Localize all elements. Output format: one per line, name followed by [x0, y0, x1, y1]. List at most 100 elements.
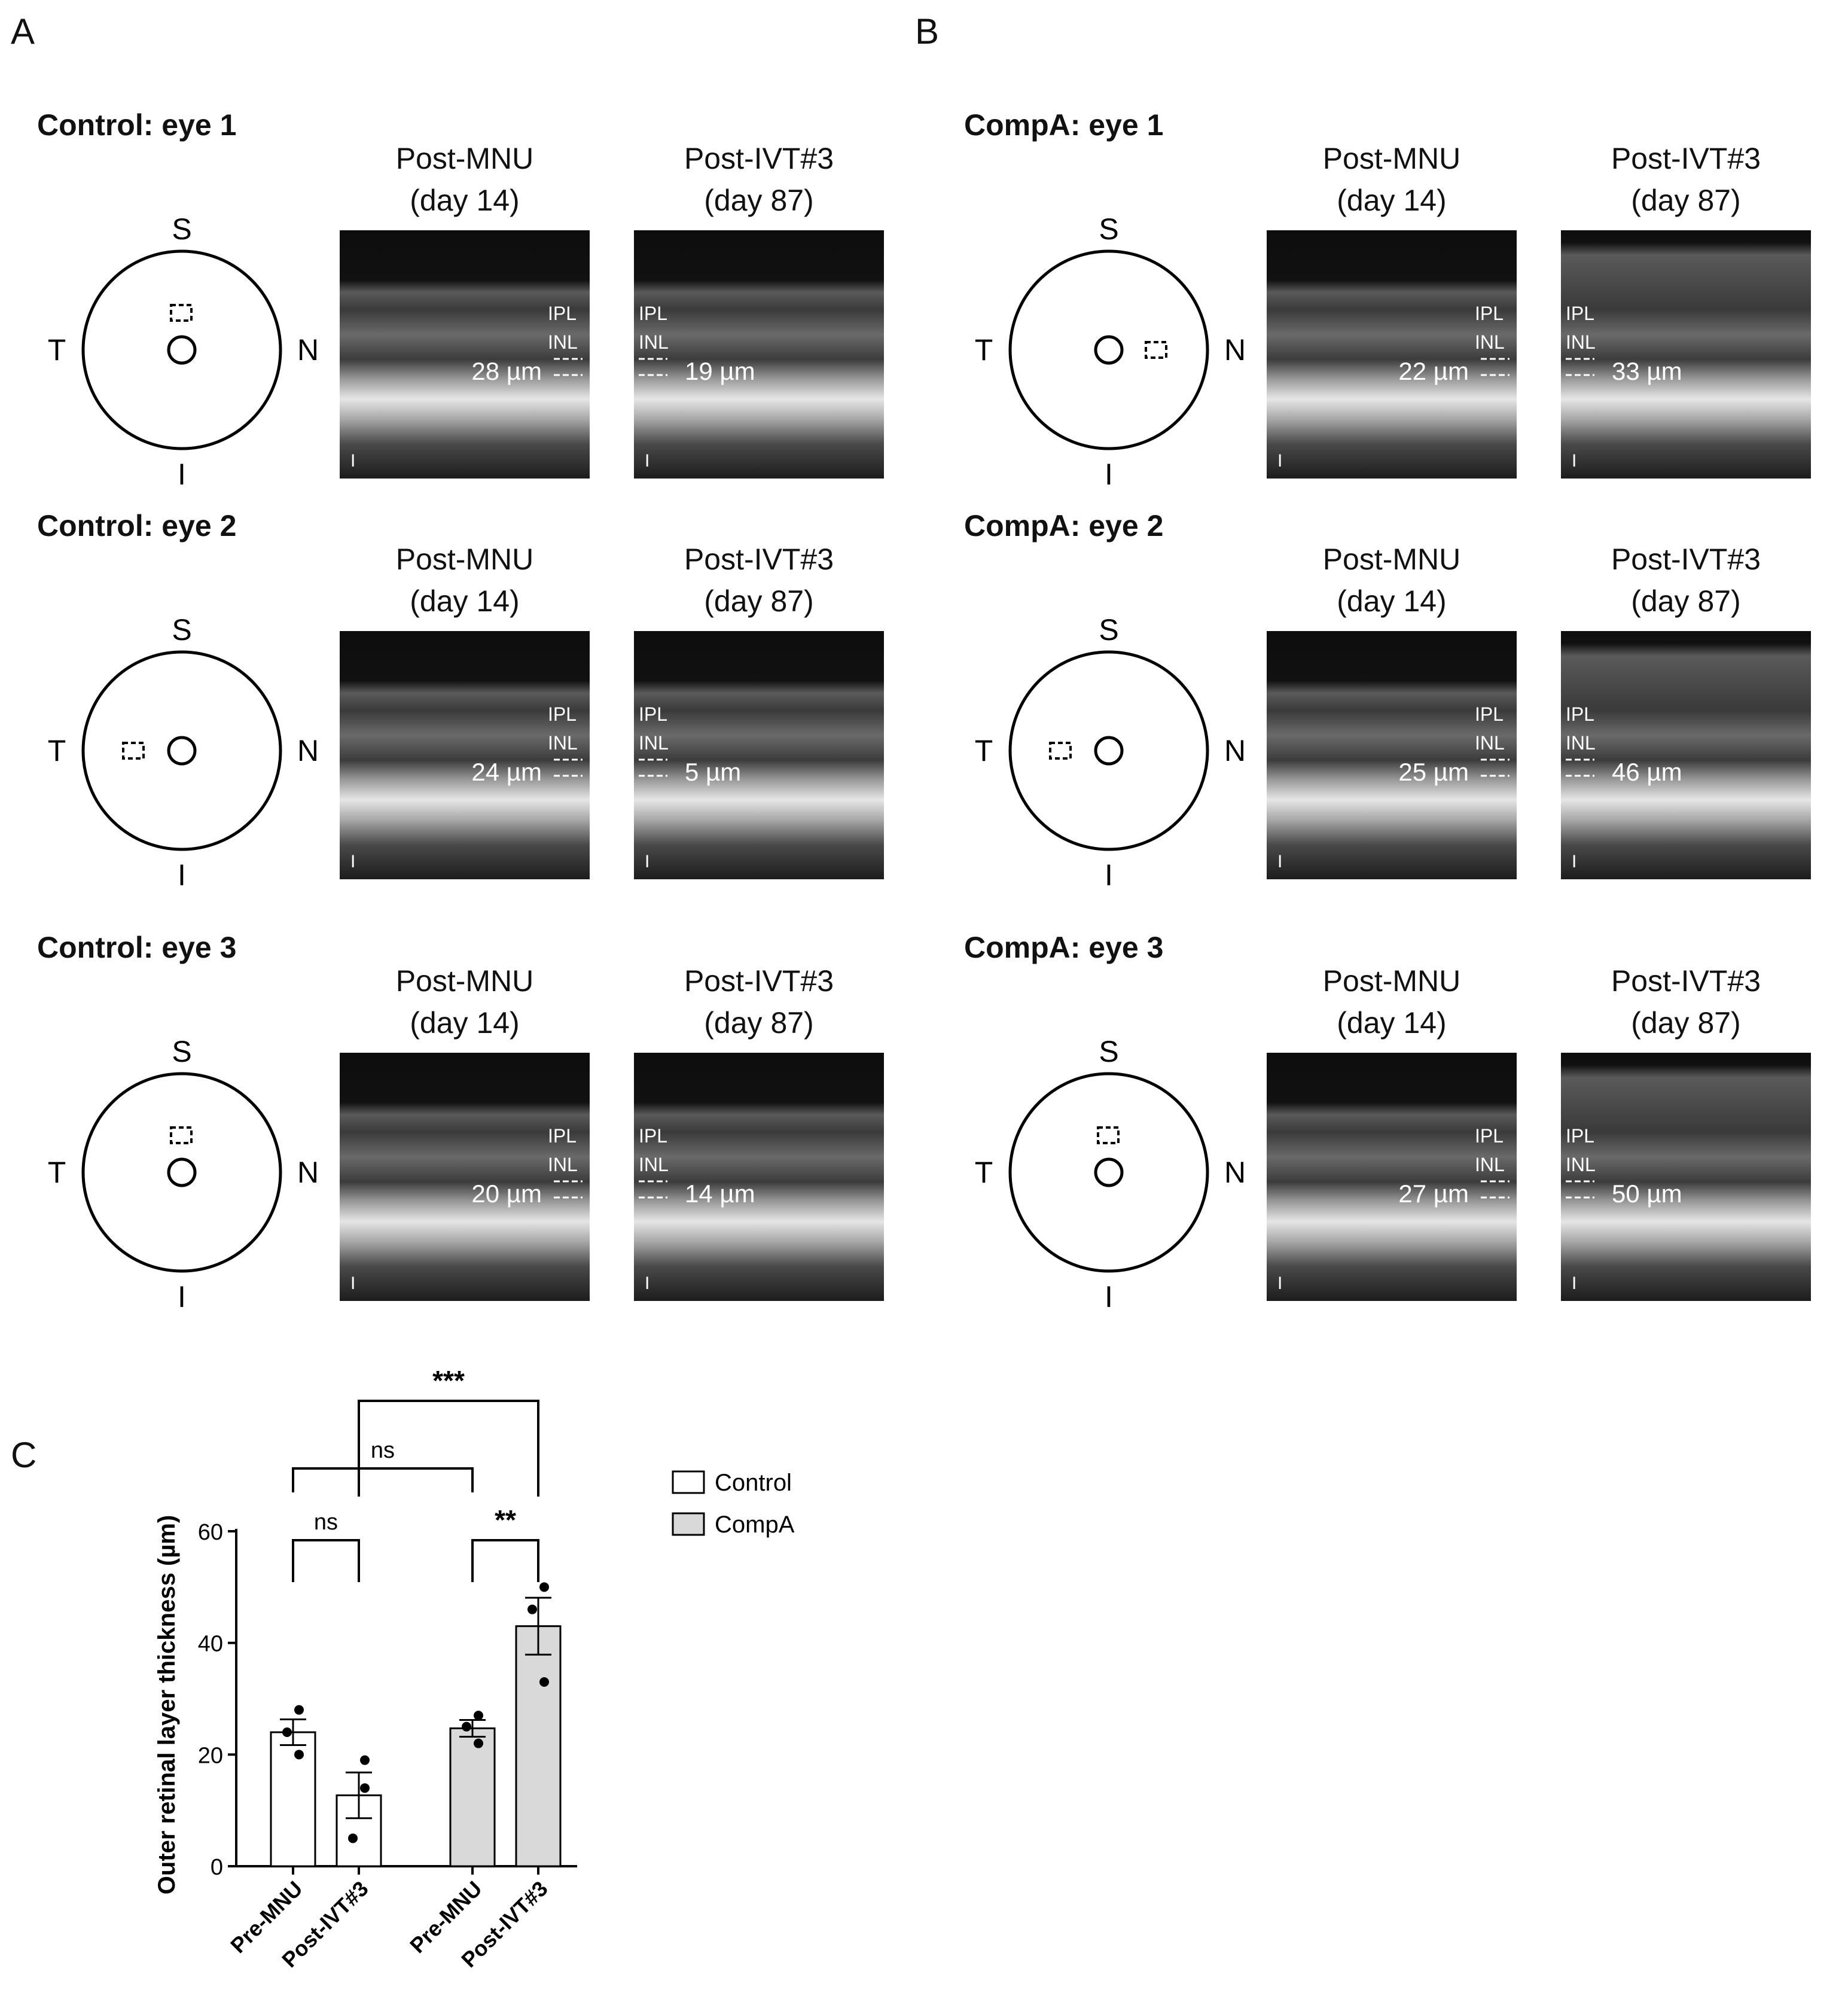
eye-outline — [1008, 650, 1209, 851]
eye-outline — [1008, 249, 1209, 450]
fundus-orientation-diagram: S T N I — [975, 613, 1246, 892]
significance-label: ns — [371, 1438, 395, 1463]
ipl-label: IPL — [548, 703, 577, 725]
optic-disc — [167, 335, 197, 365]
data-point — [539, 1582, 549, 1592]
inl-label: INL — [1475, 1154, 1505, 1175]
scan-title-line1: Post-IVT#3 — [684, 543, 834, 576]
orientation-label-superior: S — [172, 212, 191, 246]
scale-bar: I — [645, 852, 649, 872]
thickness-label: 5 µm — [685, 758, 741, 786]
fundus-orientation-diagram: S T N I — [975, 1035, 1246, 1314]
scan-title: Post-MNU (day 14) — [340, 138, 590, 221]
oct-layers — [340, 1053, 590, 1301]
y-tick-label: 60 — [198, 1520, 223, 1545]
optic-disc — [1094, 1157, 1124, 1187]
scan-title-line2: (day 87) — [704, 584, 814, 618]
scan-title-line1: Post-MNU — [395, 964, 534, 998]
orientation-label-temporal: T — [48, 734, 66, 767]
data-point — [360, 1755, 370, 1765]
eye-outline — [81, 650, 282, 851]
scan-location-box — [122, 742, 145, 760]
scale-bar: I — [1572, 1273, 1576, 1293]
scan-title-line2: (day 87) — [704, 184, 814, 217]
ipl-label: IPL — [1475, 303, 1504, 324]
scan-title-line2: (day 87) — [1631, 184, 1741, 217]
orientation-label-nasal: N — [1224, 1156, 1246, 1189]
ipl-label: IPL — [1566, 1125, 1594, 1147]
oct-layers — [634, 631, 884, 879]
orientation-label-temporal: T — [48, 333, 66, 367]
data-point — [474, 1738, 483, 1748]
ipl-label: IPL — [548, 303, 577, 324]
oct-scan-image: IPL INL 20 µm I — [340, 1053, 590, 1301]
oct-layers — [634, 1053, 884, 1301]
orientation-label-nasal: N — [1224, 734, 1246, 767]
bar — [449, 1727, 496, 1867]
scale-bar: I — [1277, 451, 1282, 471]
scan-location-box — [1145, 341, 1167, 359]
ipl-label: IPL — [639, 703, 667, 725]
oct-layers — [340, 631, 590, 879]
scale-bar: I — [350, 1273, 355, 1293]
eye-title: CompA: eye 3 — [964, 931, 1164, 964]
oct-layers — [634, 230, 884, 479]
optic-disc — [167, 736, 197, 766]
oct-scan-image: IPL INL 22 µm I — [1267, 230, 1517, 479]
panel-label-b: B — [915, 11, 940, 51]
orientation-label-inferior: I — [178, 1280, 186, 1314]
eye-title: CompA: eye 1 — [964, 108, 1164, 142]
orientation-label-inferior: I — [1105, 1280, 1113, 1314]
scan-title: Post-MNU (day 14) — [1267, 538, 1517, 622]
orientation-label-inferior: I — [178, 858, 186, 892]
scan-title: Post-MNU (day 14) — [1267, 138, 1517, 221]
oct-scan-image: IPL INL 19 µm I — [634, 230, 884, 479]
scan-location-box — [1049, 742, 1072, 760]
inl-label: INL — [639, 331, 669, 353]
scan-title: Post-IVT#3 (day 87) — [1561, 960, 1811, 1044]
oct-layers — [1561, 1053, 1811, 1301]
scan-title: Post-IVT#3 (day 87) — [1561, 538, 1811, 622]
scan-title-line1: Post-MNU — [1322, 543, 1461, 576]
legend-swatch — [672, 1470, 705, 1494]
y-tick-label: 40 — [198, 1632, 223, 1657]
orientation-label-superior: S — [1099, 212, 1118, 246]
scan-title-line2: (day 14) — [410, 184, 520, 217]
thickness-label: 33 µm — [1612, 357, 1682, 385]
oct-layers — [340, 230, 590, 479]
orientation-label-inferior: I — [178, 458, 186, 491]
orientation-label-inferior: I — [1105, 458, 1113, 491]
significance-label: ** — [495, 1504, 516, 1535]
thickness-label: 24 µm — [471, 758, 542, 786]
significance-label: ns — [314, 1510, 338, 1535]
scan-title-line2: (day 14) — [410, 1006, 520, 1040]
significance-bracket — [292, 1539, 360, 1582]
scan-title-line2: (day 14) — [1337, 584, 1447, 618]
optic-disc — [167, 1157, 197, 1187]
oct-scan-image: IPL INL 14 µm I — [634, 1053, 884, 1301]
data-point — [474, 1711, 483, 1720]
eye-outline — [1008, 1072, 1209, 1273]
scan-title: Post-IVT#3 (day 87) — [634, 960, 884, 1044]
scan-title-line2: (day 14) — [410, 584, 520, 618]
scale-bar: I — [645, 451, 649, 471]
significance-label: *** — [432, 1365, 465, 1396]
scan-title-line1: Post-IVT#3 — [684, 964, 834, 998]
inl-label: INL — [1475, 732, 1505, 754]
fundus-orientation-diagram: S T N I — [975, 212, 1246, 491]
scale-bar: I — [1572, 451, 1576, 471]
ipl-label: IPL — [639, 1125, 667, 1147]
orientation-label-temporal: T — [975, 333, 993, 367]
orientation-label-superior: S — [172, 613, 191, 647]
ipl-label: IPL — [639, 303, 667, 324]
data-point — [527, 1604, 537, 1614]
scale-bar: I — [350, 852, 355, 872]
y-tick-label: 0 — [211, 1855, 223, 1880]
inl-label: INL — [548, 732, 578, 754]
scan-title-line1: Post-IVT#3 — [684, 142, 834, 175]
y-tick-label: 20 — [198, 1743, 223, 1768]
legend-label: Control — [715, 1470, 792, 1496]
eye-title: Control: eye 1 — [37, 108, 237, 142]
eye-title: Control: eye 2 — [37, 509, 237, 543]
oct-scan-image: IPL INL 46 µm I — [1561, 631, 1811, 879]
